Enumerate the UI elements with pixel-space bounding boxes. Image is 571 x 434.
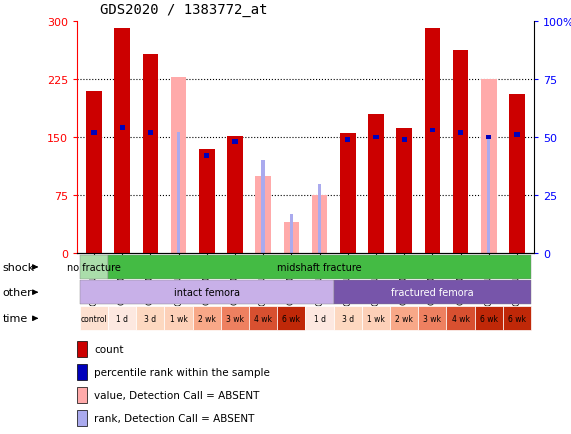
- Bar: [114, 29, 130, 254]
- Bar: [177, 133, 180, 254]
- Text: shock: shock: [3, 263, 35, 272]
- Bar: [305, 306, 333, 331]
- Text: 1 d: 1 d: [116, 314, 128, 323]
- Bar: [425, 29, 440, 254]
- Text: 3 d: 3 d: [144, 314, 156, 323]
- Bar: [289, 214, 293, 254]
- Bar: [447, 306, 475, 331]
- Text: 3 wk: 3 wk: [226, 314, 244, 323]
- Text: time: time: [3, 314, 28, 323]
- Text: other: other: [3, 288, 33, 297]
- Bar: [199, 149, 215, 254]
- Bar: [373, 135, 379, 140]
- Text: fractured femora: fractured femora: [391, 288, 474, 297]
- Bar: [284, 223, 299, 254]
- Bar: [255, 177, 271, 254]
- Bar: [120, 126, 124, 131]
- Bar: [430, 128, 435, 133]
- Bar: [481, 80, 497, 254]
- Bar: [487, 135, 490, 254]
- Text: 2 wk: 2 wk: [395, 314, 413, 323]
- Bar: [340, 134, 356, 254]
- Bar: [278, 306, 305, 331]
- Bar: [143, 55, 158, 254]
- Text: GDS2020 / 1383772_at: GDS2020 / 1383772_at: [100, 3, 267, 17]
- Text: 6 wk: 6 wk: [283, 314, 300, 323]
- Bar: [108, 306, 136, 331]
- Bar: [503, 306, 531, 331]
- Text: percentile rank within the sample: percentile rank within the sample: [94, 367, 270, 377]
- Text: 1 wk: 1 wk: [367, 314, 385, 323]
- Text: intact femora: intact femora: [174, 288, 240, 297]
- Bar: [91, 131, 96, 135]
- Text: 4 wk: 4 wk: [254, 314, 272, 323]
- Bar: [362, 306, 390, 331]
- Bar: [318, 184, 321, 254]
- Text: midshaft fracture: midshaft fracture: [278, 263, 362, 272]
- Text: control: control: [81, 314, 107, 323]
- Bar: [458, 131, 463, 135]
- Bar: [80, 306, 108, 331]
- Bar: [80, 255, 108, 279]
- Bar: [192, 306, 221, 331]
- Bar: [171, 77, 186, 254]
- Bar: [345, 138, 351, 142]
- Text: value, Detection Call = ABSENT: value, Detection Call = ABSENT: [94, 390, 259, 400]
- Bar: [333, 280, 531, 305]
- Text: 6 wk: 6 wk: [480, 314, 498, 323]
- Bar: [221, 306, 249, 331]
- Bar: [509, 95, 525, 254]
- Bar: [77, 410, 87, 426]
- Bar: [390, 306, 419, 331]
- Bar: [148, 131, 153, 135]
- Bar: [77, 387, 87, 403]
- Text: count: count: [94, 344, 123, 354]
- Bar: [262, 161, 265, 254]
- Bar: [514, 133, 520, 138]
- Text: 3 wk: 3 wk: [423, 314, 441, 323]
- Bar: [396, 128, 412, 254]
- Bar: [164, 306, 192, 331]
- Bar: [108, 255, 531, 279]
- Bar: [232, 140, 238, 145]
- Bar: [249, 306, 278, 331]
- Bar: [419, 306, 447, 331]
- Bar: [136, 306, 164, 331]
- Bar: [368, 115, 384, 254]
- Text: 2 wk: 2 wk: [198, 314, 216, 323]
- Text: 3 d: 3 d: [341, 314, 354, 323]
- Bar: [77, 341, 87, 357]
- Bar: [227, 136, 243, 254]
- Text: 6 wk: 6 wk: [508, 314, 526, 323]
- Bar: [333, 306, 362, 331]
- Bar: [453, 51, 468, 254]
- Text: 1 d: 1 d: [313, 314, 325, 323]
- Bar: [401, 138, 407, 142]
- Bar: [86, 91, 102, 254]
- Bar: [80, 280, 333, 305]
- Text: no fracture: no fracture: [67, 263, 121, 272]
- Text: rank, Detection Call = ABSENT: rank, Detection Call = ABSENT: [94, 413, 254, 423]
- Bar: [77, 364, 87, 380]
- Bar: [312, 196, 327, 254]
- Bar: [486, 135, 491, 140]
- Text: 4 wk: 4 wk: [452, 314, 469, 323]
- Bar: [204, 154, 210, 159]
- Text: 1 wk: 1 wk: [170, 314, 187, 323]
- Bar: [475, 306, 503, 331]
